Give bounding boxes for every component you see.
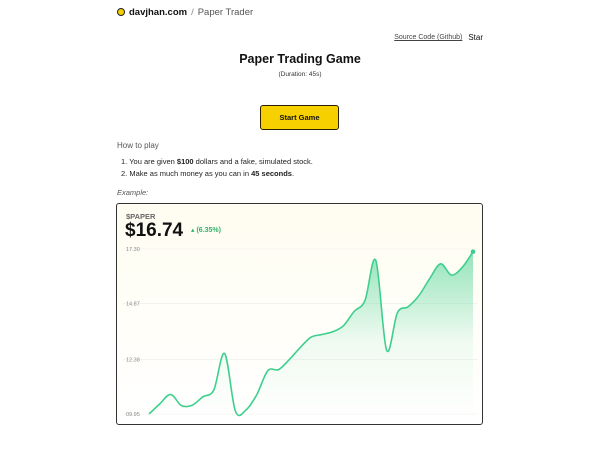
data-point [386,349,388,351]
data-point [245,409,247,411]
data-point [407,306,409,308]
site-home-link[interactable]: davjhan.com [129,6,188,18]
site-logo-icon [117,8,125,16]
data-point [256,393,258,395]
data-point [299,347,301,349]
data-point [202,396,204,398]
duration-text: (Duration: 45s) [278,71,322,78]
price-change: ▴ (6.35%) [191,226,221,234]
data-point [429,278,431,280]
data-point [461,267,463,269]
step-text: Make as much money as you can in [129,169,252,178]
data-point [310,336,312,338]
star-button[interactable]: Star [468,33,483,42]
y-tick-label: 09.95 [126,412,140,418]
data-point [235,410,237,412]
data-point [343,325,345,327]
source-code-link[interactable]: Source Code (Github) [394,34,463,41]
start-game-button[interactable]: Start Game [260,105,339,130]
data-point [159,403,161,405]
data-point [170,394,172,396]
breadcrumb-separator: / [191,6,194,18]
step-number: 1. [121,157,128,166]
current-price: $16.74 [125,220,184,241]
price-chart: 17.30 14.87 12.38 09.95 [123,247,478,418]
data-point [451,274,453,276]
how-to-play-heading: How to play [117,141,159,150]
step-highlight: 45 seconds [251,169,292,178]
data-point [418,295,420,297]
data-point [375,260,377,262]
data-point [213,389,215,391]
data-point [191,404,193,406]
step-text: You are given [129,157,177,166]
breadcrumb-current-page: Paper Trader [197,6,254,18]
breadcrumb: davjhan.com / Paper Trader [117,5,253,19]
instructions-list: 1. You are given $100 dollars and a fake… [121,156,313,180]
data-point [267,370,269,372]
ticker-symbol: $PAPER [126,212,156,221]
data-point [332,331,334,333]
step-number: 2. [121,169,128,178]
data-point [364,300,366,302]
series-area [149,251,473,416]
data-point [181,405,183,407]
top-links: Source Code (Github) Star [394,33,483,42]
instruction-step: 1. You are given $100 dollars and a fake… [121,156,313,168]
y-tick-label: 12.38 [126,357,140,363]
last-price-point [470,249,476,254]
data-point [278,369,280,371]
step-text: dollars and a fake, simulated stock. [193,157,313,166]
y-tick-label: 14.87 [126,302,140,308]
data-point [289,359,291,361]
instruction-step: 2. Make as much money as you can in 45 s… [121,168,313,180]
y-tick-label: 17.30 [126,247,140,253]
data-point [353,311,355,313]
price-change-percent: (6.35%) [196,227,221,234]
example-chart-card: 17.30 14.87 12.38 09.95 $PAPER $16.74 ▴ (6.… [116,203,483,425]
data-point [440,263,442,265]
data-point [397,312,399,314]
step-highlight: $100 [176,157,194,166]
series-line [148,251,474,417]
caret-up-icon: ▴ [191,227,195,234]
data-point [148,413,150,415]
data-point [224,353,226,355]
data-point [321,334,323,336]
step-text: . [291,169,295,178]
page-title: Paper Trading Game [239,52,361,66]
example-label: Example: [117,188,149,197]
